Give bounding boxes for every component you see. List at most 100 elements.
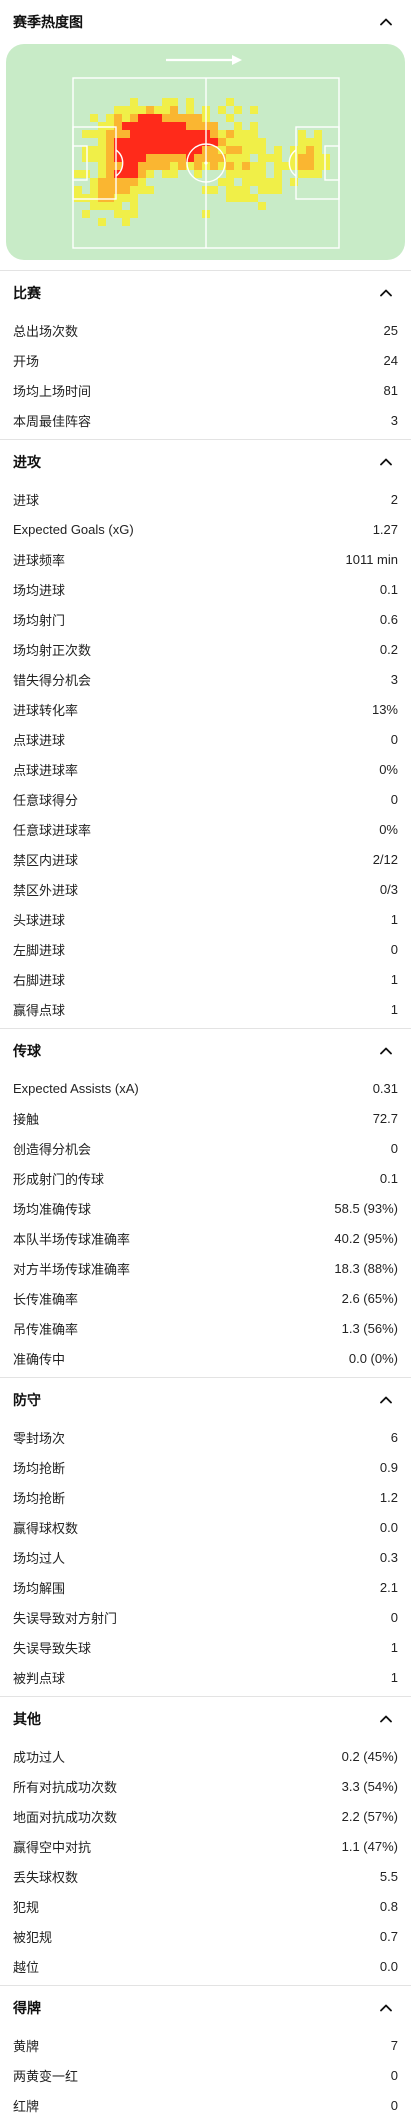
heat-cell [290,154,298,162]
heat-cell [226,162,234,170]
stat-row: 场均射门 0.6 [0,604,411,634]
stat-label: 任意球得分 [13,792,79,808]
heat-cell [90,146,98,154]
section-cards: 得牌 黄牌 7 两黄变一红 0 红牌 0 [0,1986,411,2124]
heat-cell [138,154,146,162]
heat-cell [114,194,122,202]
stat-label: 创造得分机会 [13,1141,92,1157]
heat-cell [266,186,274,194]
heat-cell [242,162,250,170]
centre-circle [186,143,226,183]
heat-cell [170,162,178,170]
stat-value: 0.0 [379,1519,398,1535]
section-title-cards: 得牌 [13,2000,41,2016]
heat-cell [314,170,322,178]
heat-cell [162,106,170,114]
stat-row: 黄牌 7 [0,2030,411,2060]
heat-cell [130,114,138,122]
heat-cell [74,170,82,178]
section-header-defending[interactable]: 防守 [0,1378,411,1422]
heat-cell [170,114,178,122]
stat-label: 头球进球 [13,912,66,928]
stat-value: 0/3 [379,881,398,897]
chevron-up-icon[interactable] [374,281,398,305]
stat-label: 黄牌 [13,2038,40,2054]
heat-cell [114,106,122,114]
chevron-up-icon[interactable] [374,10,398,34]
stat-row: 赢得空中对抗 1.1 (47%) [0,1831,411,1861]
heatmap-section-header[interactable]: 赛季热度图 [0,0,411,44]
heat-cell [226,194,234,202]
heat-cell [178,162,186,170]
stat-value: 1.2 [379,1489,398,1505]
stat-label: 失误导致失球 [13,1640,92,1656]
heat-cell [122,170,130,178]
right-goal-area [324,145,340,181]
heat-cell [314,162,322,170]
section-divider [0,1696,411,1697]
heat-cell [98,202,106,210]
heat-cell [266,178,274,186]
stat-value: 1 [390,1669,398,1685]
section-header-attack[interactable]: 进攻 [0,440,411,484]
heat-cell [154,130,162,138]
stat-label: 场均抢断 [13,1460,66,1476]
heat-cell [122,130,130,138]
stat-label: 场均上场时间 [13,383,92,399]
stat-label: 所有对抗成功次数 [13,1779,118,1795]
stat-label: Expected Assists (xA) [13,1080,139,1096]
heat-cell [74,194,82,202]
stat-value: 13% [371,701,398,717]
heat-cell [146,186,154,194]
stat-value: 24 [383,352,398,368]
chevron-up-icon[interactable] [374,450,398,474]
section-header-matches[interactable]: 比赛 [0,271,411,315]
stat-label: 成功过人 [13,1749,66,1765]
section-divider [0,1985,411,1986]
heat-cell [210,154,218,162]
heat-cell [138,186,146,194]
chevron-up-icon[interactable] [374,1707,398,1731]
stat-row: 错失得分机会 3 [0,664,411,694]
heat-cell [170,122,178,130]
section-header-other[interactable]: 其他 [0,1697,411,1741]
section-other: 其他 成功过人 0.2 (45%) 所有对抗成功次数 3.3 (54%) 地面对抗成功次… [0,1697,411,1985]
heat-cell [178,146,186,154]
stat-row: 零封场次 6 [0,1422,411,1452]
stat-value: 1011 min [345,551,398,567]
heat-cell [154,106,162,114]
stat-value: 7 [390,2037,398,2053]
section-body-attack: 进球 2 Expected Goals (xG) 1.27 进球频率 1011 min 场均… [0,484,411,1028]
stat-label: 总出场次数 [13,323,79,339]
heat-cell [162,146,170,154]
chevron-up-icon[interactable] [374,1388,398,1412]
heatmap-container [0,44,411,270]
heat-cell [218,106,226,114]
heat-cell [194,122,202,130]
section-header-passing[interactable]: 传球 [0,1029,411,1073]
heat-cell [234,138,242,146]
section-header-cards[interactable]: 得牌 [0,1986,411,2030]
heat-cell [106,202,114,210]
chevron-up-icon[interactable] [374,1039,398,1063]
heat-cell [106,178,114,186]
stat-label: 点球进球 [13,732,66,748]
heat-cell [258,146,266,154]
heat-cell [258,138,266,146]
stat-row: 准确传中 0.0 (0%) [0,1343,411,1373]
stat-row: 失误导致对方射门 0 [0,1602,411,1632]
heat-cell [162,154,170,162]
heat-cell [186,130,194,138]
stat-row: 场均过人 0.3 [0,1542,411,1572]
stat-label: 赢得球权数 [13,1520,79,1536]
heat-cell [114,178,122,186]
heat-cell [226,114,234,122]
heat-cell [274,154,282,162]
stat-value: 0 [390,1140,398,1156]
heat-cell [258,170,266,178]
heat-cell [106,170,114,178]
chevron-up-icon[interactable] [374,1996,398,2020]
stat-label: 赢得点球 [13,1002,66,1018]
stat-value: 0.0 [379,1958,398,1974]
